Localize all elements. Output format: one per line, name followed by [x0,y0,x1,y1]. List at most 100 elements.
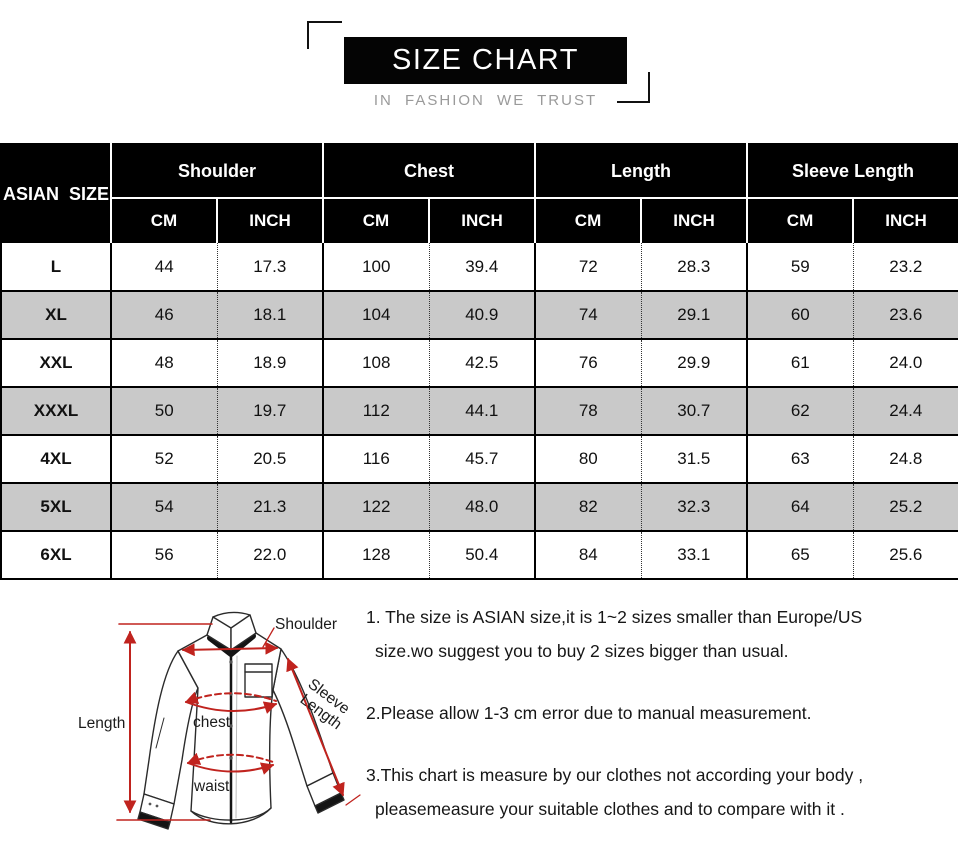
unit-header: INCH [640,198,748,243]
value-cell: 50 [110,387,217,436]
value-cell: 20.5 [216,435,324,484]
corner-header-cell: ASIAN SIZE [1,144,112,243]
table-row: 4XL 52 20.5 116 45.7 80 31.5 63 24.8 [1,435,958,484]
value-cell: 29.1 [640,291,748,340]
chest-label: chest [193,714,231,731]
column-group-header: Sleeve Length [746,144,958,199]
unit-header: CM [746,198,854,243]
note-1-line-1: 1. The size is ASIAN size,it is 1~2 size… [366,607,863,627]
column-group-header: Length [534,144,748,199]
page-title: SIZE CHART [344,37,627,84]
value-cell: 112 [322,387,430,436]
size-cell: 5XL [1,483,112,532]
size-table: ASIAN SIZE Shoulder Chest Length Sleeve Len… [0,143,958,580]
corner-bracket-top-left [307,21,342,49]
value-cell: 23.2 [852,243,958,292]
waist-ellipse-dashed [186,752,274,765]
value-cell: 76 [534,339,642,388]
value-cell: 32.3 [640,483,748,532]
value-cell: 48.0 [428,483,536,532]
sleeve-arrow [286,657,345,797]
shirt-diagram-svg: Length Shoulder Sleeve Length chest wais… [78,611,361,830]
table-row: 6XL 56 22.0 128 50.4 84 33.1 65 25.6 [1,531,958,580]
value-cell: 17.3 [216,243,324,292]
column-group-header: Shoulder [109,144,324,199]
value-cell: 60 [746,291,854,340]
table-row: 5XL 54 21.3 122 48.0 82 32.3 64 25.2 [1,483,958,532]
shoulder-label: Shoulder [275,616,337,633]
note-3-line-1: 3.This chart is measure by our clothes n… [366,765,864,785]
notes-list: 1. The size is ASIAN size,it is 1~2 size… [366,600,958,843]
value-cell: 25.2 [852,483,958,532]
value-cell: 61 [746,339,854,388]
value-cell: 18.1 [216,291,324,340]
value-cell: 108 [322,339,430,388]
corner-bracket-bottom-right [617,72,650,103]
value-cell: 52 [110,435,217,484]
unit-header: INCH [852,198,958,243]
tagline: IN FASHION WE TRUST [373,92,598,109]
value-cell: 128 [322,531,430,580]
table-row: XL 46 18.1 104 40.9 74 29.1 60 23.6 [1,291,958,340]
value-cell: 63 [746,435,854,484]
value-cell: 24.4 [852,387,958,436]
unit-header: INCH [215,198,324,243]
column-group-header: Chest [322,144,536,199]
size-cell: L [1,243,112,292]
value-cell: 30.7 [640,387,748,436]
value-cell: 33.1 [640,531,748,580]
value-cell: 48 [110,339,217,388]
value-cell: 40.9 [428,291,536,340]
value-cell: 28.3 [640,243,748,292]
sleeve-end-tick [345,794,361,806]
size-table-body: L 44 17.3 100 39.4 72 28.3 59 23.2 XL 46 18.1 104 40.… [1,243,958,580]
unit-header: INCH [428,198,536,243]
value-cell: 65 [746,531,854,580]
table-row: XXL 48 18.9 108 42.5 76 29.9 61 24.0 [1,339,958,388]
measurement-arrows [116,623,361,821]
value-cell: 122 [322,483,430,532]
value-cell: 22.0 [216,531,324,580]
length-label: Length [78,715,125,732]
note-2: 2.Please allow 1-3 cm error due to manua… [366,696,958,730]
size-cell: 4XL [1,435,112,484]
value-cell: 78 [534,387,642,436]
group-header-row: ASIAN SIZE Shoulder Chest Length Sleeve Len… [1,144,958,243]
value-cell: 21.3 [216,483,324,532]
value-cell: 80 [534,435,642,484]
unit-header: CM [110,198,217,243]
value-cell: 23.6 [852,291,958,340]
note-3: 3.This chart is measure by our clothes n… [366,758,958,826]
size-cell: XXXL [1,387,112,436]
table-row: XXXL 50 19.7 112 44.1 78 30.7 62 24.4 [1,387,958,436]
value-cell: 46 [110,291,217,340]
value-cell: 59 [746,243,854,292]
unit-header: CM [534,198,642,243]
value-cell: 45.7 [428,435,536,484]
note-2-line-1: 2.Please allow 1-3 cm error due to manua… [366,703,812,723]
value-cell: 84 [534,531,642,580]
value-cell: 50.4 [428,531,536,580]
waist-label: waist [193,778,230,795]
waist-ellipse-solid [187,762,275,775]
chest-ellipse-dashed [184,691,277,704]
table-row: L 44 17.3 100 39.4 72 28.3 59 23.2 [1,243,958,292]
value-cell: 29.9 [640,339,748,388]
value-cell: 72 [534,243,642,292]
shirt-outline [137,611,345,830]
shoulder-pointer-line [262,627,275,648]
value-cell: 24.8 [852,435,958,484]
value-cell: 82 [534,483,642,532]
value-cell: 56 [110,531,217,580]
value-cell: 74 [534,291,642,340]
unit-header: CM [322,198,430,243]
note-1: 1. The size is ASIAN size,it is 1~2 size… [366,600,958,668]
value-cell: 18.9 [216,339,324,388]
value-cell: 44.1 [428,387,536,436]
note-3-line-2: pleasemeasure your suitable clothes and … [375,799,845,819]
value-cell: 64 [746,483,854,532]
value-cell: 42.5 [428,339,536,388]
size-cell: XL [1,291,112,340]
value-cell: 24.0 [852,339,958,388]
unit-header-row: CM INCH CM INCH CM INCH CM INCH [1,198,958,243]
